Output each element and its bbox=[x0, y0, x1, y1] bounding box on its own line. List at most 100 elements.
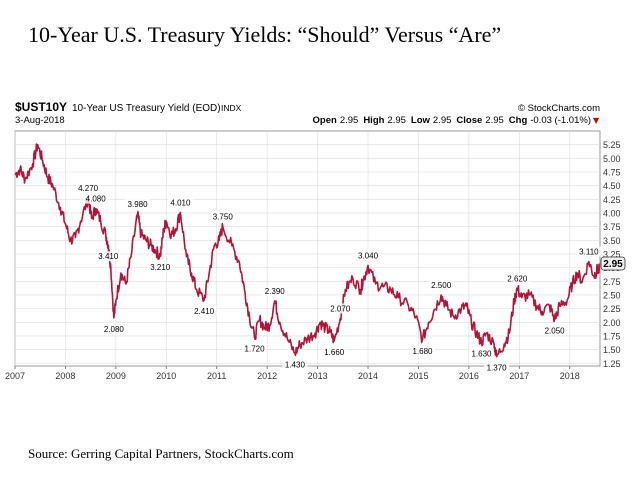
brand-label: © StockCharts.com bbox=[518, 103, 600, 114]
y-tick-label: 2.00 bbox=[603, 318, 621, 328]
annotation-label: 3.040 bbox=[358, 251, 379, 260]
y-tick-label: 1.75 bbox=[603, 331, 621, 341]
annotation-box bbox=[321, 346, 347, 357]
y-tick-label: 4.00 bbox=[603, 208, 621, 218]
annotation-box bbox=[428, 279, 454, 290]
y-axis: 1.251.501.752.002.252.502.753.003.253.50… bbox=[603, 140, 621, 369]
x-tick-label: 2017 bbox=[509, 371, 529, 381]
annotation-box bbox=[242, 343, 268, 354]
high-label: High bbox=[363, 115, 384, 126]
last-value-box bbox=[600, 256, 626, 271]
chart-symbol: $UST10Y bbox=[15, 100, 67, 114]
annotation-label: 2.070 bbox=[330, 304, 351, 313]
annotation-box bbox=[95, 251, 121, 262]
yield-series-line bbox=[14, 143, 600, 358]
x-tick-label: 2018 bbox=[560, 371, 580, 381]
annotation-label: 3.410 bbox=[98, 252, 119, 261]
x-tick-label: 2012 bbox=[257, 371, 277, 381]
x-tick-label: 2016 bbox=[459, 371, 479, 381]
x-tick-label: 2015 bbox=[408, 371, 428, 381]
low-value: 2.95 bbox=[433, 115, 452, 126]
quote-bar: Open 2.95 High 2.95 Low 2.95 Close 2.95 Chg -0.03… bbox=[313, 115, 600, 126]
annotation-label: 1.680 bbox=[412, 347, 433, 356]
low-label: Low bbox=[411, 115, 431, 126]
annotation-box bbox=[191, 305, 217, 316]
x-tick-label: 2010 bbox=[156, 371, 176, 381]
annotation-box bbox=[576, 246, 602, 257]
annotation-label: 2.620 bbox=[507, 274, 528, 283]
y-tick-label: 4.50 bbox=[603, 181, 621, 191]
annotation-box bbox=[542, 325, 568, 336]
x-tick-label: 2014 bbox=[358, 371, 378, 381]
annotation-label: 3.210 bbox=[150, 263, 171, 272]
annotation-label: 2.410 bbox=[194, 307, 215, 316]
annotation-label: 4.010 bbox=[170, 198, 191, 207]
annotation-label: 4.270 bbox=[78, 184, 99, 193]
annotation-label: 2.080 bbox=[104, 325, 125, 334]
y-tick-label: 2.50 bbox=[603, 290, 621, 300]
annotation-box bbox=[327, 303, 353, 314]
annotation-box bbox=[468, 348, 494, 359]
annotation-label: 3.110 bbox=[579, 248, 599, 257]
last-value-marker: 2.95 bbox=[600, 256, 626, 271]
open-label: Open bbox=[313, 115, 337, 126]
chart-date: 3-Aug-2018 bbox=[15, 115, 65, 126]
x-tick-label: 2007 bbox=[5, 371, 25, 381]
annotation-box bbox=[355, 250, 381, 261]
high-value: 2.95 bbox=[387, 115, 406, 126]
annotation-box bbox=[484, 362, 510, 373]
annotation-label: 1.720 bbox=[245, 345, 266, 354]
close-label: Close bbox=[456, 115, 482, 126]
x-tick-label: 2011 bbox=[207, 371, 226, 381]
annotation-box bbox=[167, 197, 193, 208]
source-note: Source: Gerring Capital Partners, StockC… bbox=[28, 446, 294, 461]
y-tick-label: 5.00 bbox=[603, 154, 621, 164]
annotation-label: 3.750 bbox=[213, 213, 234, 222]
annotation-box bbox=[83, 193, 109, 204]
down-arrow-icon: ▼ bbox=[593, 116, 600, 125]
annotation-layer: 4.270 4.080 3.410 2.080 3.980 3.210 4.010 2.410… bbox=[75, 183, 602, 373]
annotation-label: 2.390 bbox=[265, 287, 286, 296]
x-axis: 2007 2008 2009 2010 2011 2012 2013 2014 2015 2016… bbox=[5, 366, 580, 381]
x-tick-label: 2008 bbox=[55, 371, 75, 381]
series-layer bbox=[14, 143, 600, 358]
y-tick-label: 1.25 bbox=[603, 359, 621, 369]
y-tick-label: 5.25 bbox=[603, 140, 621, 150]
annotation-label: 3.980 bbox=[128, 200, 149, 209]
chart-exchange: INDX bbox=[221, 103, 242, 113]
slide-title: 10-Year U.S. Treasury Yields: “Should” V… bbox=[28, 22, 502, 47]
last-value-label: 2.95 bbox=[603, 259, 623, 270]
y-tick-label: 3.25 bbox=[603, 249, 621, 259]
annotation-box bbox=[282, 359, 308, 370]
open-value: 2.95 bbox=[340, 115, 359, 126]
annotation-label: 1.370 bbox=[487, 364, 508, 373]
y-tick-label: 3.75 bbox=[603, 222, 621, 232]
annotation-label: 1.430 bbox=[285, 360, 306, 369]
chg-value: -0.03 (-1.01%) bbox=[530, 115, 591, 126]
annotation-box bbox=[504, 273, 530, 284]
y-tick-label: 4.75 bbox=[603, 167, 621, 177]
annotation-label: 1.630 bbox=[471, 350, 492, 359]
annotation-label: 4.080 bbox=[86, 195, 107, 204]
annotation-box bbox=[125, 199, 151, 210]
annotation-label: 2.500 bbox=[431, 281, 452, 290]
annotation-box bbox=[210, 211, 236, 222]
y-tick-label: 2.25 bbox=[603, 304, 621, 314]
chg-label: Chg bbox=[509, 115, 528, 126]
annotation-box bbox=[262, 285, 288, 296]
annotation-box bbox=[409, 345, 435, 356]
annotation-label: 2.050 bbox=[545, 327, 566, 336]
x-tick-label: 2013 bbox=[308, 371, 328, 381]
x-tick-label: 2009 bbox=[106, 371, 126, 381]
annotation-box bbox=[147, 262, 173, 273]
quote-text: Open 2.95 High 2.95 Low 2.95 Close 2.95 Chg -0.03… bbox=[313, 115, 591, 126]
y-tick-label: 3.50 bbox=[603, 236, 621, 246]
chart-description: 10-Year US Treasury Yield (EOD) bbox=[72, 103, 221, 114]
annotation-box bbox=[101, 323, 127, 334]
y-tick-label: 1.50 bbox=[603, 345, 621, 355]
annotation-box bbox=[75, 183, 101, 194]
y-tick-label: 2.75 bbox=[603, 277, 621, 287]
close-value: 2.95 bbox=[485, 115, 504, 126]
annotation-label: 1.660 bbox=[324, 348, 345, 357]
